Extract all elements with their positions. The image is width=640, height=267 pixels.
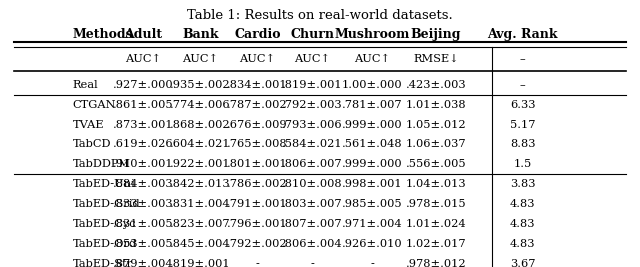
Text: 3.67: 3.67	[510, 259, 536, 267]
Text: .831±.005: .831±.005	[113, 219, 173, 229]
Text: Real: Real	[73, 80, 99, 90]
Text: Bank: Bank	[182, 28, 218, 41]
Text: .781±.007: .781±.007	[342, 100, 403, 109]
Text: .971±.004: .971±.004	[342, 219, 403, 229]
Text: .819±.001: .819±.001	[282, 80, 342, 90]
Text: .978±.015: .978±.015	[406, 199, 467, 209]
Text: .584±.021: .584±.021	[282, 139, 342, 150]
Text: .787±.002: .787±.002	[227, 100, 288, 109]
Text: .842±.013: .842±.013	[170, 179, 230, 189]
Text: Methods: Methods	[73, 28, 133, 41]
Text: 4.83: 4.83	[510, 239, 536, 249]
Text: Avg. Rank: Avg. Rank	[488, 28, 558, 41]
Text: .806±.007: .806±.007	[282, 159, 342, 169]
Text: .793±.006: .793±.006	[282, 120, 342, 129]
Text: 1.5: 1.5	[513, 159, 532, 169]
Text: .879±.004: .879±.004	[113, 259, 173, 267]
Text: .999±.000: .999±.000	[342, 159, 403, 169]
Text: .423±.003: .423±.003	[406, 80, 467, 90]
Text: AUC↑: AUC↑	[239, 54, 276, 64]
Text: 1.04±.013: 1.04±.013	[406, 179, 467, 189]
Text: 1.02±.017: 1.02±.017	[406, 239, 467, 249]
Text: TabED-Ord: TabED-Ord	[73, 239, 137, 249]
Text: AUC↑: AUC↑	[294, 54, 330, 64]
Text: 1.01±.038: 1.01±.038	[406, 100, 467, 109]
Text: AUC↑: AUC↑	[355, 54, 390, 64]
Text: AUC↑: AUC↑	[182, 54, 218, 64]
Text: .861±.005: .861±.005	[113, 100, 173, 109]
Text: .823±.007: .823±.007	[170, 219, 230, 229]
Text: 4.83: 4.83	[510, 199, 536, 209]
Text: .765±.008: .765±.008	[227, 139, 288, 150]
Text: .978±.012: .978±.012	[406, 259, 467, 267]
Text: 1.06±.037: 1.06±.037	[406, 139, 467, 150]
Text: .833±.003: .833±.003	[113, 199, 173, 209]
Text: .807±.007: .807±.007	[282, 219, 342, 229]
Text: .806±.004: .806±.004	[282, 239, 342, 249]
Text: TabCD: TabCD	[73, 139, 111, 150]
Text: .884±.003: .884±.003	[113, 179, 173, 189]
Text: 5.17: 5.17	[510, 120, 536, 129]
Text: .803±.007: .803±.007	[282, 199, 342, 209]
Text: .792±.002: .792±.002	[227, 239, 288, 249]
Text: 1.01±.024: 1.01±.024	[406, 219, 467, 229]
Text: .873±.001: .873±.001	[113, 120, 173, 129]
Text: Beijing: Beijing	[411, 28, 461, 41]
Text: .676±.009: .676±.009	[227, 120, 288, 129]
Text: Cardio: Cardio	[234, 28, 281, 41]
Text: Mushroom: Mushroom	[335, 28, 410, 41]
Text: .561±.048: .561±.048	[342, 139, 403, 150]
Text: .935±.002: .935±.002	[170, 80, 230, 90]
Text: .845±.004: .845±.004	[170, 239, 230, 249]
Text: .834±.001: .834±.001	[227, 80, 288, 90]
Text: TabED-Cyc: TabED-Cyc	[73, 219, 136, 229]
Text: .791±.001: .791±.001	[227, 199, 288, 209]
Text: .774±.006: .774±.006	[170, 100, 230, 109]
Text: .556±.005: .556±.005	[406, 159, 467, 169]
Text: AUC↑: AUC↑	[125, 54, 161, 64]
Text: –: –	[520, 54, 525, 64]
Text: .619±.026: .619±.026	[113, 139, 173, 150]
Text: .999±.000: .999±.000	[342, 120, 403, 129]
Text: -: -	[310, 259, 314, 267]
Text: TabED-Grid: TabED-Grid	[73, 199, 140, 209]
Text: Churn: Churn	[291, 28, 334, 41]
Text: Table 1: Results on real-world datasets.: Table 1: Results on real-world datasets.	[187, 9, 453, 22]
Text: .910±.001: .910±.001	[113, 159, 173, 169]
Text: .604±.021: .604±.021	[170, 139, 230, 150]
Text: TVAE: TVAE	[73, 120, 104, 129]
Text: RMSE↓: RMSE↓	[413, 54, 459, 64]
Text: 1.00±.000: 1.00±.000	[342, 80, 403, 90]
Text: .831±.004: .831±.004	[170, 199, 230, 209]
Text: .926±.010: .926±.010	[342, 239, 403, 249]
Text: .868±.002: .868±.002	[170, 120, 230, 129]
Text: .853±.005: .853±.005	[113, 239, 173, 249]
Text: Adult: Adult	[124, 28, 162, 41]
Text: .819±.001: .819±.001	[170, 259, 230, 267]
Text: TabED-Uni: TabED-Uni	[73, 179, 136, 189]
Text: TabDDPM: TabDDPM	[73, 159, 131, 169]
Text: TabED-Str: TabED-Str	[73, 259, 133, 267]
Text: CTGAN: CTGAN	[73, 100, 116, 109]
Text: .796±.001: .796±.001	[227, 219, 288, 229]
Text: .792±.003: .792±.003	[282, 100, 342, 109]
Text: 6.33: 6.33	[510, 100, 536, 109]
Text: -: -	[371, 259, 374, 267]
Text: .927±.000: .927±.000	[113, 80, 173, 90]
Text: -: -	[255, 259, 259, 267]
Text: 1.05±.012: 1.05±.012	[406, 120, 467, 129]
Text: .998±.001: .998±.001	[342, 179, 403, 189]
Text: .786±.002: .786±.002	[227, 179, 288, 189]
Text: .801±.001: .801±.001	[227, 159, 288, 169]
Text: 4.83: 4.83	[510, 219, 536, 229]
Text: .810±.008: .810±.008	[282, 179, 342, 189]
Text: 3.83: 3.83	[510, 179, 536, 189]
Text: .922±.001: .922±.001	[170, 159, 230, 169]
Text: –: –	[520, 80, 525, 90]
Text: 8.83: 8.83	[510, 139, 536, 150]
Text: .985±.005: .985±.005	[342, 199, 403, 209]
